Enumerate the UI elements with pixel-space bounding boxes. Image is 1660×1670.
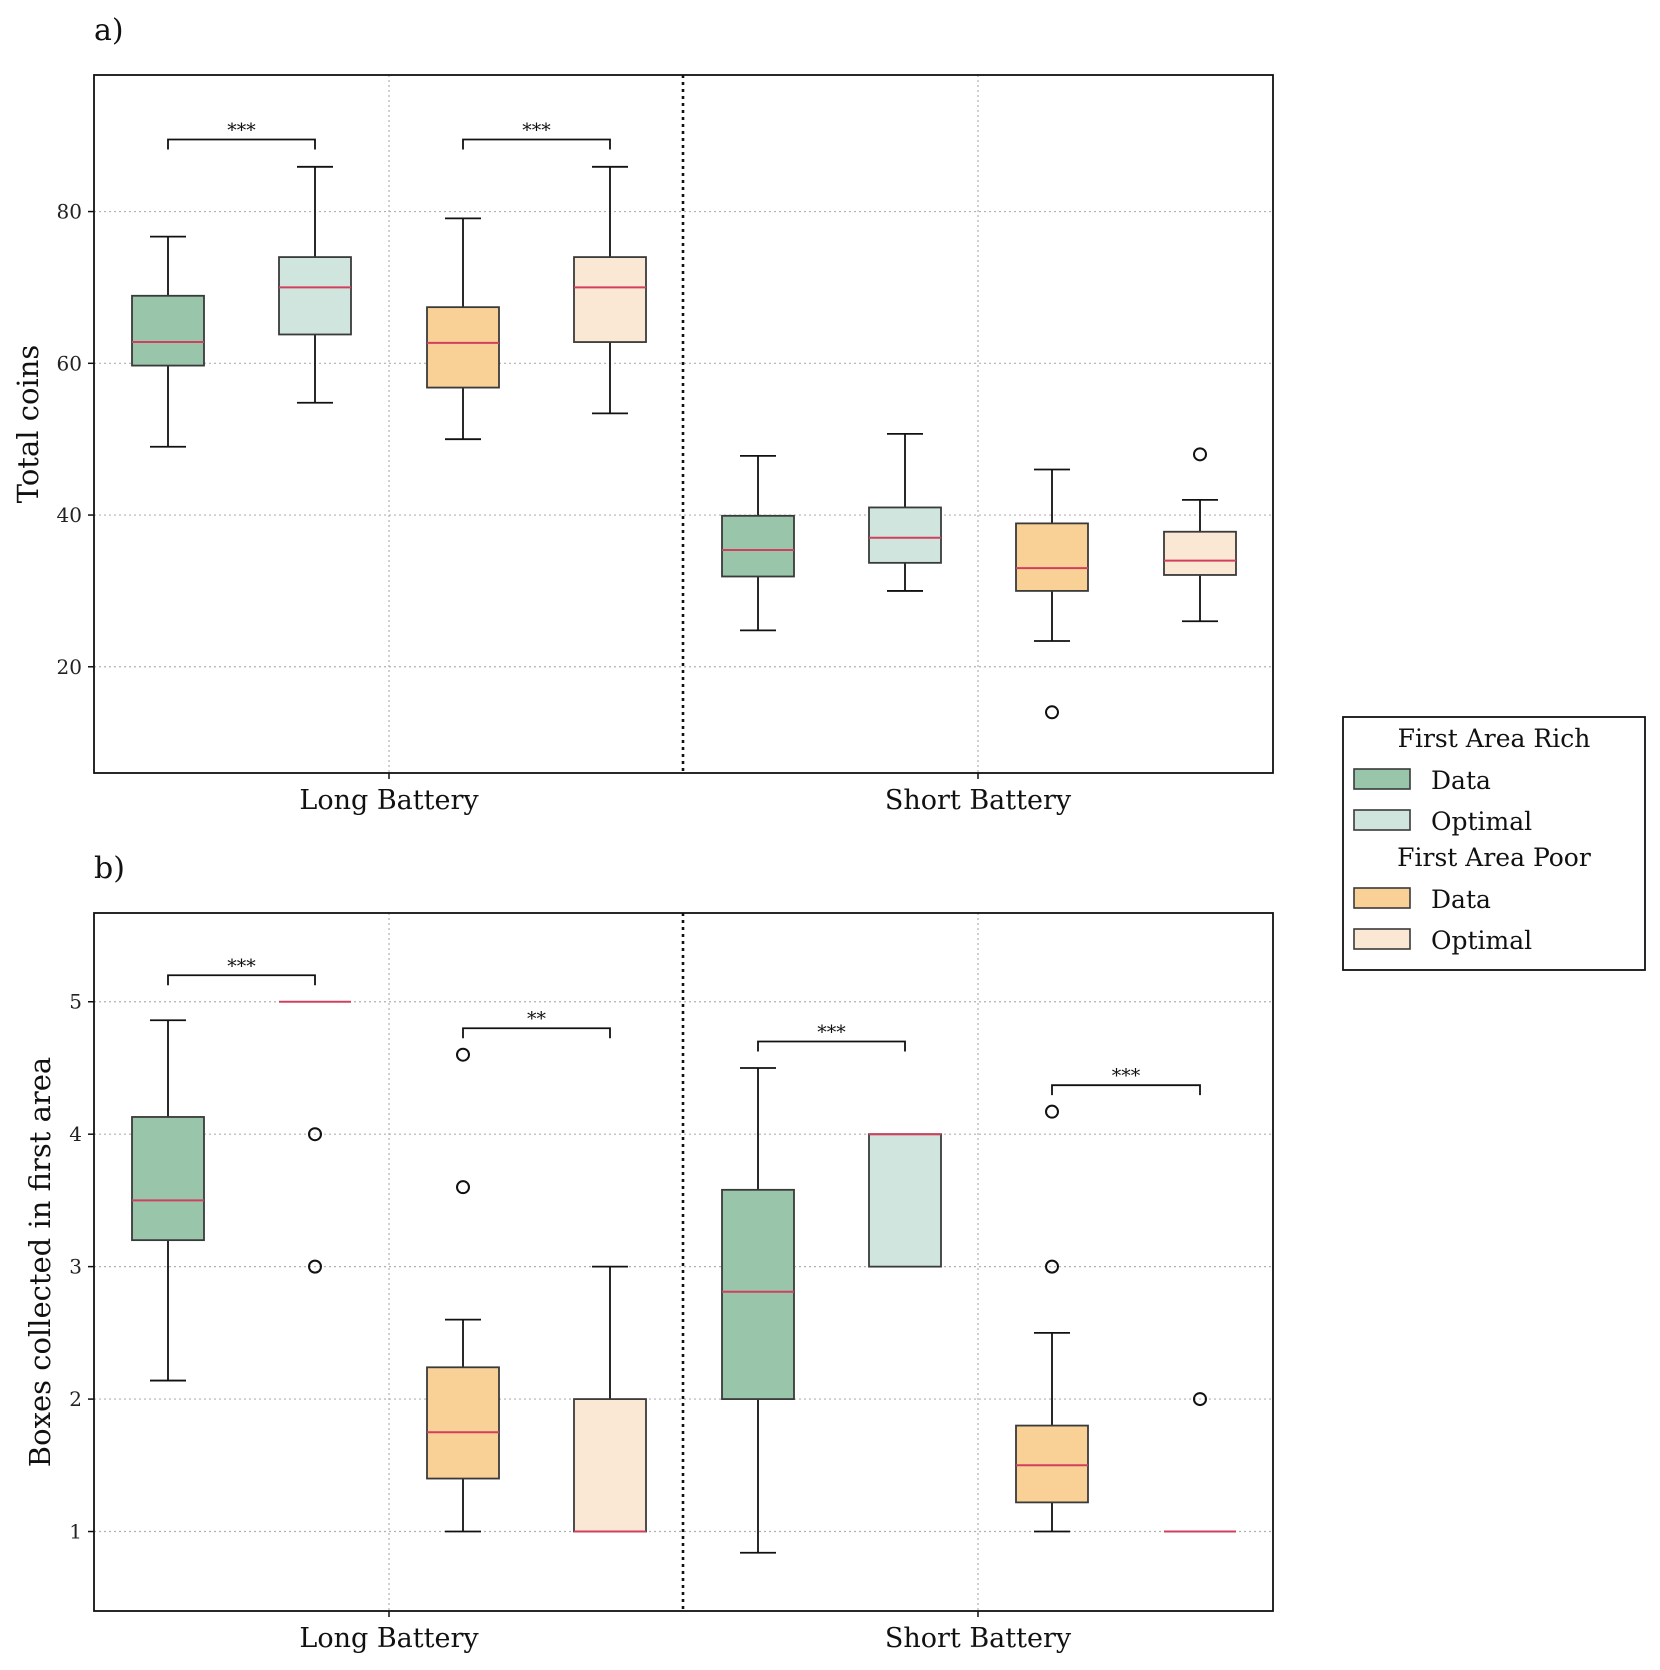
legend-swatch	[1353, 809, 1411, 831]
outlier-point	[1045, 1259, 1059, 1274]
significance-bracket: ***	[167, 119, 316, 150]
legend-swatch	[1353, 768, 1411, 790]
box-iqr	[721, 514, 795, 578]
box-iqr	[1163, 530, 1237, 576]
legend-item-label: Data	[1431, 766, 1491, 795]
y-tick-label: 2	[69, 1387, 82, 1411]
plot-frame	[93, 74, 1274, 774]
y-axis-label: Boxes collected in first area	[23, 1057, 57, 1467]
box-iqr	[1015, 1424, 1089, 1504]
legend-swatch	[1353, 887, 1411, 909]
significance-label: ***	[1112, 1065, 1141, 1087]
significance-label: ***	[817, 1021, 846, 1043]
box-iqr	[278, 256, 352, 336]
outlier-point	[1045, 1104, 1059, 1119]
box-2	[426, 217, 500, 441]
box-iqr	[573, 1398, 647, 1533]
bracket-line	[462, 1027, 611, 1039]
box-7	[1163, 447, 1237, 623]
panel-label: a)	[94, 13, 124, 48]
significance-bracket: ***	[167, 955, 316, 986]
box-iqr	[131, 294, 205, 367]
y-tick-label: 80	[57, 200, 82, 224]
box-iqr	[573, 256, 647, 343]
outlier-point	[308, 1259, 322, 1274]
box-iqr	[1015, 522, 1089, 592]
box-iqr	[426, 1366, 500, 1480]
box-iqr	[721, 1188, 795, 1400]
legend-group-title: First Area Rich	[1398, 724, 1591, 753]
y-tick-label: 1	[69, 1520, 82, 1544]
significance-label: ***	[227, 955, 256, 977]
significance-label: **	[527, 1008, 547, 1030]
y-tick-label: 4	[69, 1122, 82, 1146]
box-6	[1015, 468, 1089, 720]
outlier-point	[1193, 447, 1207, 462]
legend-frame	[1342, 716, 1646, 971]
legend: First Area Rich Data Optimal First Area Poo…	[1342, 716, 1646, 971]
significance-label: ***	[522, 119, 551, 141]
legend-swatch	[1353, 928, 1411, 950]
box-5	[868, 432, 942, 592]
box-0	[131, 235, 205, 448]
bracket-line	[167, 138, 316, 150]
box-5	[868, 1133, 942, 1268]
y-tick-label: 40	[57, 503, 82, 527]
outlier-point	[308, 1127, 322, 1142]
box-3	[573, 165, 647, 415]
outlier-point	[456, 1180, 470, 1195]
box-2	[426, 1047, 500, 1533]
box-7	[1164, 1392, 1236, 1533]
outlier-point	[456, 1047, 470, 1062]
box-3	[573, 1265, 647, 1533]
panel-label: b)	[94, 851, 125, 886]
box-iqr	[426, 306, 500, 389]
box-1	[279, 1000, 351, 1274]
outlier-point	[1193, 1392, 1207, 1407]
significance-bracket: ***	[462, 119, 611, 150]
x-category-label: Short Battery	[885, 1623, 1072, 1654]
bracket-line	[462, 138, 611, 150]
x-category-label: Long Battery	[299, 1623, 479, 1654]
y-tick-label: 60	[57, 351, 82, 375]
box-0	[131, 1019, 205, 1382]
box-1	[278, 165, 352, 404]
y-axis-label: Total coins	[11, 345, 45, 504]
significance-bracket: ***	[1051, 1065, 1201, 1096]
bracket-line	[757, 1040, 906, 1052]
bracket-line	[167, 974, 316, 986]
x-category-label: Short Battery	[885, 785, 1072, 816]
box-iqr	[868, 506, 942, 564]
box-iqr	[868, 1133, 942, 1268]
box-4	[721, 454, 795, 632]
y-tick-label: 20	[57, 655, 82, 679]
plot-frame	[93, 912, 1274, 1612]
significance-label: ***	[227, 119, 256, 141]
y-tick-label: 3	[69, 1255, 82, 1279]
legend-item-label: Optimal	[1431, 807, 1532, 836]
box-4	[721, 1067, 795, 1554]
panel-a-total-coins: *** *** 20 40 60 80 Long Battery Short Battery T…	[11, 13, 1274, 816]
box-6	[1015, 1104, 1089, 1533]
bracket-line	[1051, 1084, 1201, 1096]
significance-bracket: ***	[757, 1021, 906, 1052]
box-iqr	[131, 1116, 205, 1242]
x-category-label: Long Battery	[299, 785, 479, 816]
y-tick-label: 5	[69, 990, 82, 1014]
legend-item-label: Optimal	[1431, 926, 1532, 955]
outlier-point	[1045, 705, 1059, 720]
legend-item-label: Data	[1431, 885, 1491, 914]
significance-bracket: **	[462, 1008, 611, 1039]
legend-group-title: First Area Poor	[1397, 843, 1591, 872]
